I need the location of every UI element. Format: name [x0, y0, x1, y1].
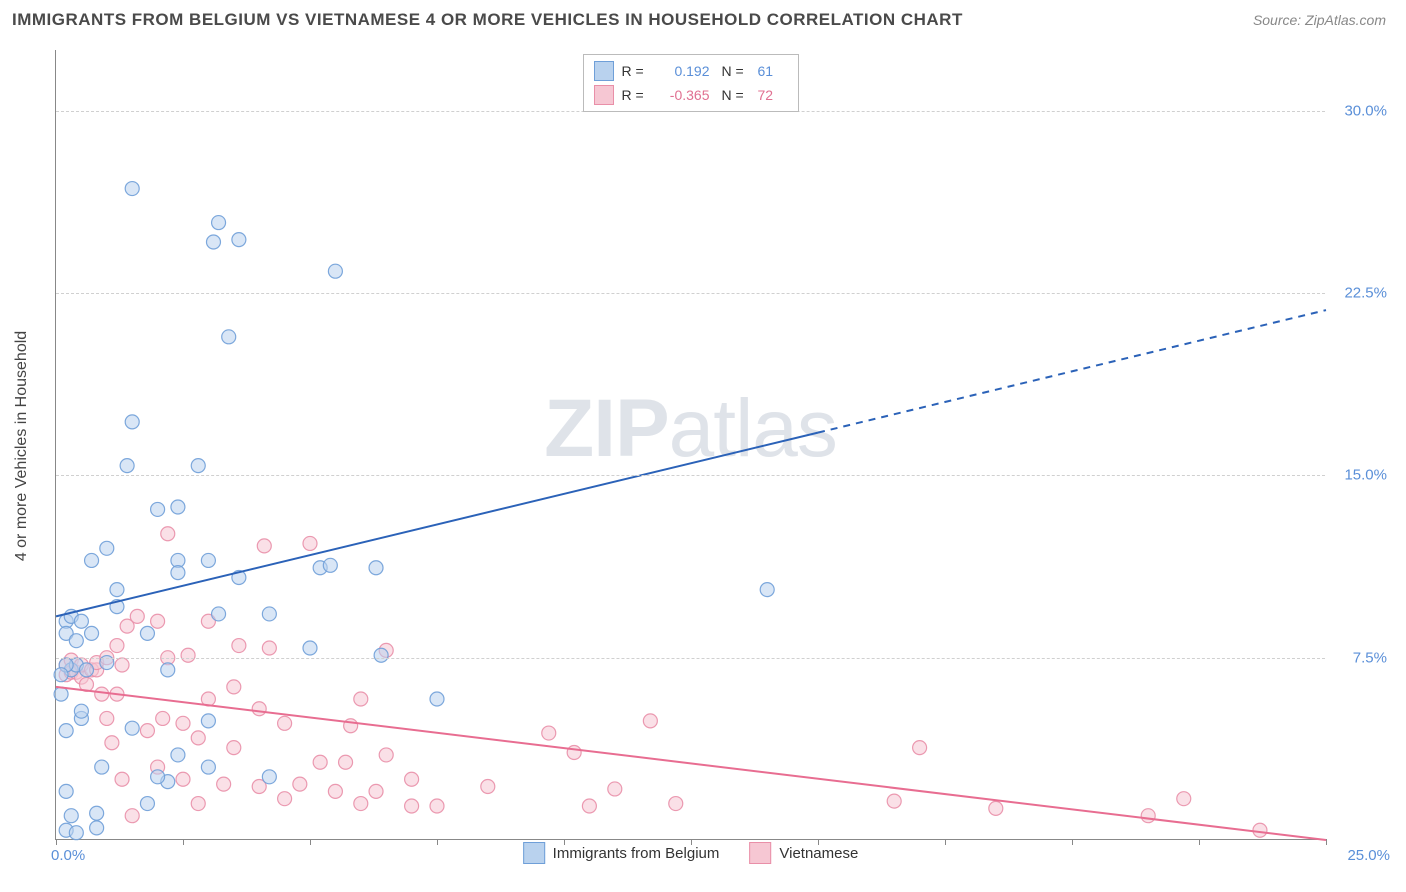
x-tick-mark: [945, 839, 946, 845]
x-tick-mark: [56, 839, 57, 845]
legend-item-1: Vietnamese: [749, 842, 858, 864]
legend-row-series-1: R = -0.365 N = 72: [594, 83, 788, 107]
x-tick-mark: [1072, 839, 1073, 845]
swatch-series-0-b: [523, 842, 545, 864]
swatch-series-0: [594, 61, 614, 81]
y-axis-title: 4 or more Vehicles in Household: [13, 331, 31, 561]
y-tick-label: 22.5%: [1332, 285, 1387, 302]
legend-stats: R = 0.192 N = 61 R = -0.365 N = 72: [583, 54, 799, 112]
legend-bottom: Immigrants from Belgium Vietnamese: [523, 842, 859, 864]
x-tick-max: 25.0%: [1347, 847, 1390, 864]
grid-line: [56, 658, 1325, 659]
series-name-1: Vietnamese: [779, 845, 858, 862]
x-tick-min: 0.0%: [51, 847, 85, 864]
swatch-series-1: [594, 85, 614, 105]
x-tick-mark: [564, 839, 565, 845]
grid-line: [56, 293, 1325, 294]
grid-line: [56, 475, 1325, 476]
swatch-series-1-b: [749, 842, 771, 864]
r-label: R =: [622, 87, 650, 103]
y-tick-label: 7.5%: [1332, 649, 1387, 666]
r-value-0: 0.192: [658, 63, 710, 79]
x-tick-mark: [1326, 839, 1327, 845]
x-tick-mark: [691, 839, 692, 845]
r-label: R =: [622, 63, 650, 79]
y-tick-label: 30.0%: [1332, 102, 1387, 119]
n-value-1: 72: [758, 87, 788, 103]
y-tick-label: 15.0%: [1332, 467, 1387, 484]
x-tick-mark: [818, 839, 819, 845]
title-bar: IMMIGRANTS FROM BELGIUM VS VIETNAMESE 4 …: [0, 0, 1406, 40]
x-tick-mark: [310, 839, 311, 845]
plot-svg: [56, 50, 1325, 839]
x-tick-mark: [437, 839, 438, 845]
x-tick-mark: [183, 839, 184, 845]
legend-row-series-0: R = 0.192 N = 61: [594, 59, 788, 83]
plot-area: ZIPatlas R = 0.192 N = 61 R = -0.365 N =…: [55, 50, 1325, 840]
n-value-0: 61: [758, 63, 788, 79]
n-label: N =: [722, 87, 750, 103]
x-tick-mark: [1199, 839, 1200, 845]
source-label: Source: ZipAtlas.com: [1253, 12, 1386, 28]
n-label: N =: [722, 63, 750, 79]
series-name-0: Immigrants from Belgium: [553, 845, 720, 862]
r-value-1: -0.365: [658, 87, 710, 103]
legend-item-0: Immigrants from Belgium: [523, 842, 720, 864]
chart-title: IMMIGRANTS FROM BELGIUM VS VIETNAMESE 4 …: [12, 10, 963, 30]
